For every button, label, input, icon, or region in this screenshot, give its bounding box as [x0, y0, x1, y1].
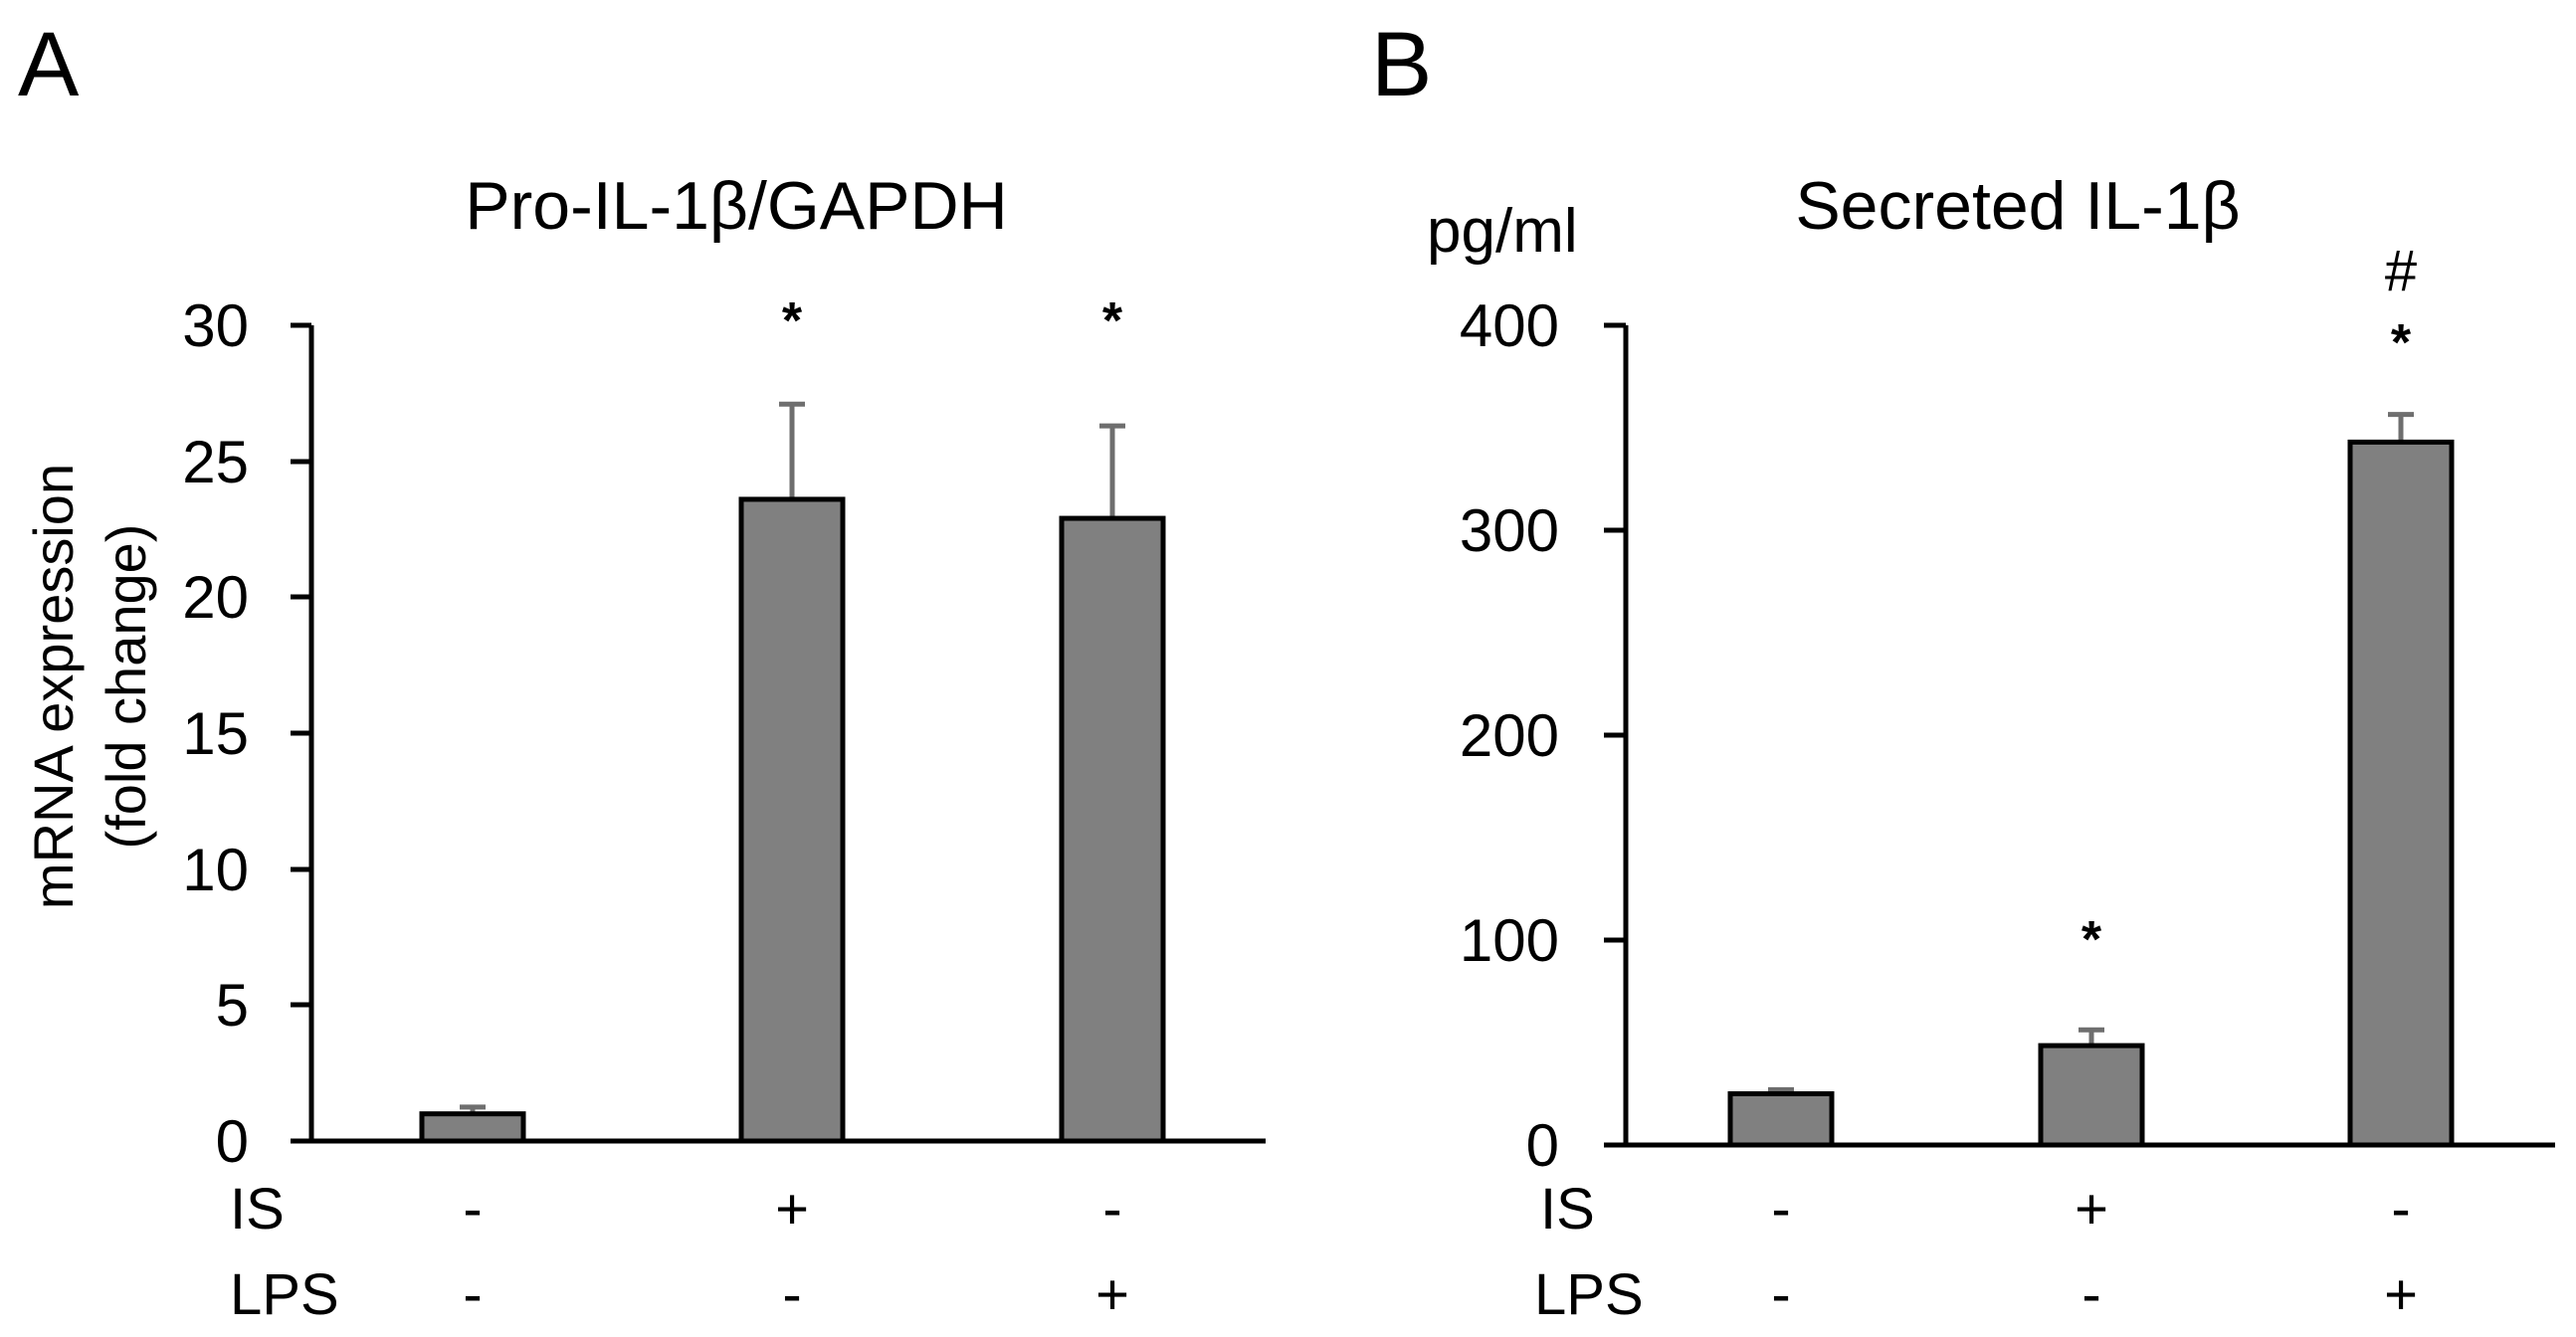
y-ticks-b: 0 100 200 300 400	[1460, 292, 1626, 1179]
is-sign: +	[775, 1177, 809, 1242]
panel-b: B Secreted IL-1β pg/ml 0 100 200 300 400…	[1371, 14, 2555, 1327]
lps-sign: -	[1771, 1262, 1790, 1327]
error-bar	[2079, 1027, 2104, 1047]
significance-asterisk: *	[2391, 314, 2412, 372]
y-tick-label: 200	[1460, 702, 1559, 769]
y-tick-label: 0	[1526, 1112, 1559, 1179]
bar	[1727, 1091, 1835, 1148]
significance-hash: #	[2385, 239, 2417, 303]
y-tick-label: 0	[216, 1108, 249, 1175]
is-sign: -	[463, 1177, 482, 1242]
lps-sign: +	[1095, 1262, 1129, 1327]
y-tick-label: 300	[1460, 497, 1559, 564]
is-sign: -	[1102, 1177, 1121, 1242]
panel-letter-a: A	[18, 14, 80, 115]
y-axis-label-a-line2: (fold change)	[95, 524, 157, 850]
y-tick-label: 10	[182, 837, 249, 903]
bar	[738, 496, 846, 1144]
chart-title-a: Pro-IL-1β/GAPDH	[465, 168, 1007, 244]
y-tick-label: 400	[1460, 292, 1559, 359]
lps-sign: +	[2384, 1262, 2418, 1327]
is-sign: -	[2391, 1177, 2410, 1242]
lps-sign: -	[2081, 1262, 2100, 1327]
panel-a: A Pro-IL-1β/GAPDH mRNA expression (fold …	[18, 14, 1266, 1327]
chart-title-b: Secreted IL-1β	[1795, 168, 2240, 244]
y-axis-unit-b: pg/ml	[1427, 197, 1578, 266]
significance-asterisk: *	[1102, 292, 1123, 350]
lps-sign: -	[463, 1262, 482, 1327]
significance-asterisk: *	[2081, 911, 2102, 969]
error-bar	[2388, 412, 2414, 443]
bar	[2347, 439, 2455, 1148]
is-sign: +	[2075, 1177, 2108, 1242]
row-label-lps-a: LPS	[230, 1262, 339, 1327]
row-label-is-a: IS	[230, 1177, 285, 1242]
bar	[2038, 1043, 2145, 1148]
y-tick-label: 100	[1460, 907, 1559, 974]
y-tick-label: 25	[182, 429, 249, 495]
error-bar	[1099, 423, 1125, 519]
y-tick-label: 20	[182, 564, 249, 631]
y-tick-label: 5	[216, 972, 249, 1039]
is-sign: -	[1771, 1177, 1790, 1242]
bars-a: * *	[419, 292, 1166, 1144]
lps-sign: -	[782, 1262, 801, 1327]
row-label-is-b: IS	[1540, 1177, 1595, 1242]
significance-asterisk: *	[782, 292, 803, 350]
y-tick-label: 15	[182, 700, 249, 767]
y-axis-label-a-line1: mRNA expression	[22, 464, 85, 909]
bar	[1059, 515, 1166, 1144]
bars-b: * * #	[1727, 239, 2455, 1148]
bar	[419, 1111, 526, 1144]
y-ticks-a: 0 5 10 15 20 25 30	[182, 292, 311, 1175]
panel-letter-b: B	[1371, 14, 1432, 115]
error-bar	[779, 401, 805, 499]
row-label-lps-b: LPS	[1534, 1262, 1644, 1327]
y-tick-label: 30	[182, 292, 249, 359]
